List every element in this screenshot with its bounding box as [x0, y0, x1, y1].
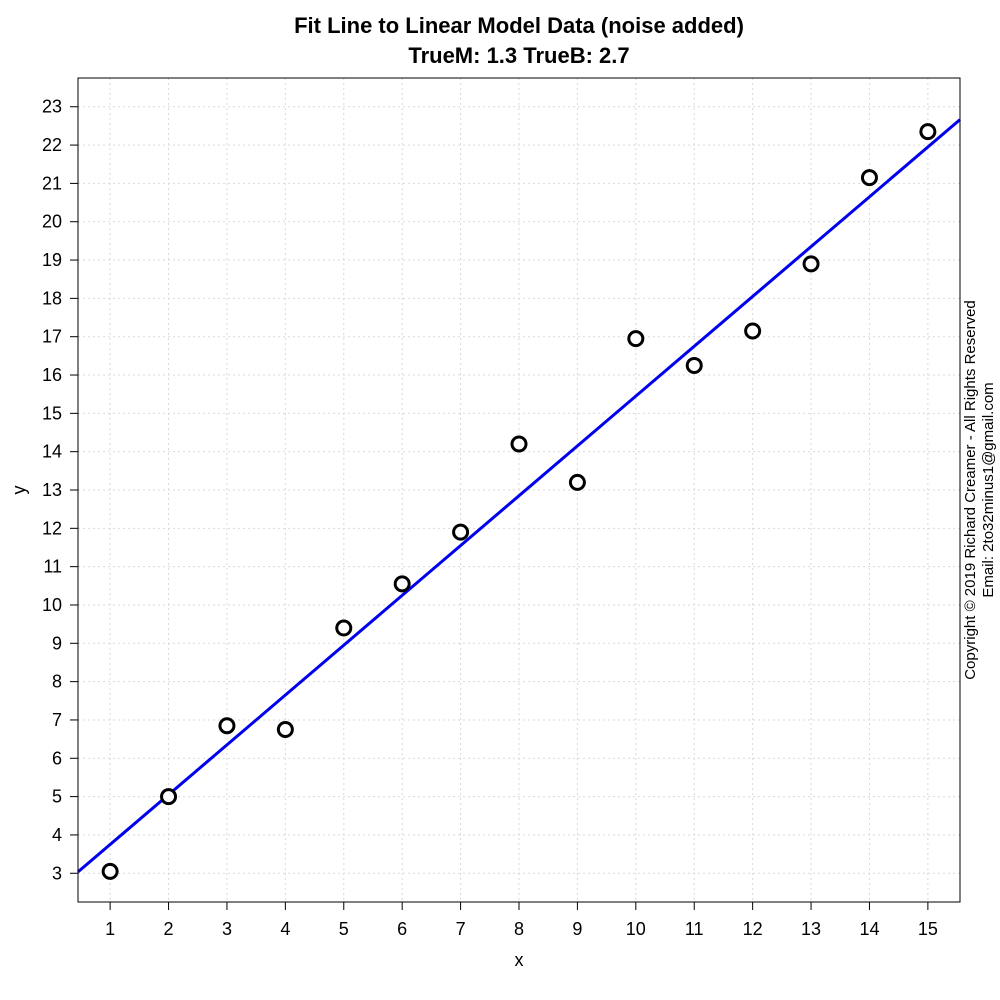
chart-title: Fit Line to Linear Model Data (noise add…	[294, 13, 744, 38]
data-point	[160, 788, 178, 806]
data-point	[510, 435, 528, 453]
data-point	[568, 473, 586, 491]
y-tick-label: 19	[42, 250, 62, 270]
x-axis-ticks: 1 2 3 4 5 6 7 8 9 10 11 12 13 14 15	[105, 902, 938, 939]
fit-line	[77, 118, 961, 874]
y-tick-label: 16	[42, 365, 62, 385]
grid	[78, 78, 960, 902]
data-point	[218, 717, 236, 735]
y-tick-label: 18	[42, 288, 62, 308]
y-tick-label: 9	[52, 633, 62, 653]
y-tick-label: 7	[52, 710, 62, 730]
data-point	[860, 169, 878, 187]
x-tick-label: 11	[685, 919, 704, 939]
x-tick-label: 7	[456, 919, 466, 939]
data-point	[919, 123, 937, 141]
y-tick-label: 13	[42, 480, 62, 500]
data-point	[101, 862, 119, 880]
email-note: Email: 2to32minus1@gmail.com	[980, 382, 997, 597]
copyright-note: Copyright © 2019 Richard Creamer - All R…	[962, 300, 979, 680]
x-tick-label: 3	[222, 919, 232, 939]
x-tick-label: 14	[859, 919, 879, 939]
x-tick-label: 8	[514, 919, 524, 939]
y-tick-label: 23	[42, 97, 62, 117]
y-tick-label: 5	[52, 787, 62, 807]
y-tick-label: 14	[42, 442, 62, 462]
data-point	[276, 721, 294, 739]
data-point	[393, 575, 411, 593]
y-tick-label: 20	[42, 212, 62, 232]
y-axis-label: y	[9, 486, 29, 495]
data-point	[744, 322, 762, 340]
x-axis-label: x	[515, 950, 524, 970]
x-tick-label: 4	[280, 919, 290, 939]
points-layer	[101, 123, 937, 880]
data-point	[335, 619, 353, 637]
x-tick-label: 9	[572, 919, 582, 939]
data-point	[452, 523, 470, 541]
x-tick-label: 15	[918, 919, 938, 939]
chart-subtitle: TrueM: 1.3 TrueB: 2.7	[408, 43, 629, 68]
data-point	[685, 356, 703, 374]
x-tick-label: 6	[397, 919, 407, 939]
y-axis-ticks: 3 4 5 6 7 8 9 10 11 12 13 14 15 16 17 18 19 20 21 22 23	[42, 97, 78, 883]
y-tick-label: 12	[42, 518, 62, 538]
x-tick-label: 2	[164, 919, 174, 939]
x-tick-label: 1	[105, 919, 115, 939]
x-tick-label: 10	[626, 919, 646, 939]
y-tick-label: 3	[52, 863, 62, 883]
y-tick-label: 10	[42, 595, 62, 615]
fit-line-layer	[77, 118, 961, 874]
data-point	[627, 330, 645, 348]
y-tick-label: 15	[42, 403, 62, 423]
x-tick-label: 5	[339, 919, 349, 939]
y-tick-label: 21	[42, 173, 62, 193]
y-tick-label: 11	[43, 557, 62, 577]
y-tick-label: 6	[52, 748, 62, 768]
y-tick-label: 8	[52, 672, 62, 692]
x-tick-label: 12	[743, 919, 763, 939]
y-tick-label: 17	[42, 327, 62, 347]
data-point	[802, 255, 820, 273]
y-tick-label: 22	[42, 135, 62, 155]
y-tick-label: 4	[52, 825, 62, 845]
x-tick-label: 13	[801, 919, 821, 939]
